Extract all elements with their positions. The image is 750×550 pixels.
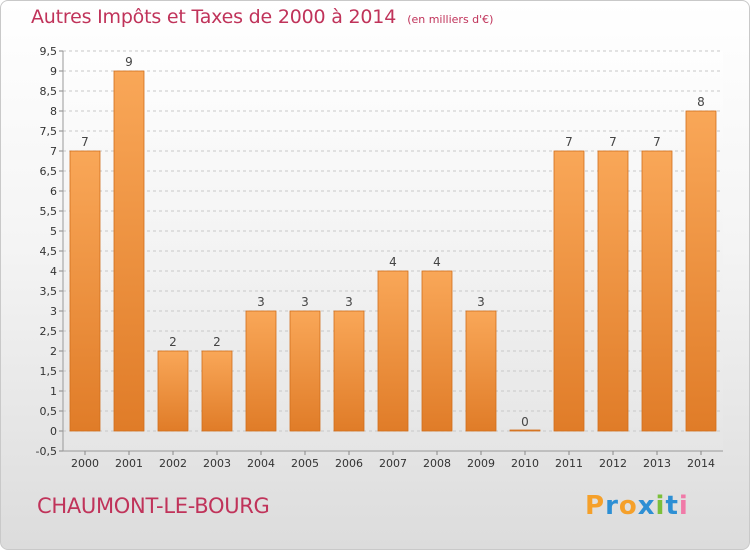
y-tick-label: 3,5	[40, 285, 58, 298]
x-tick-label-2013: 2013	[643, 457, 671, 470]
y-tick-label: 0	[50, 425, 57, 438]
bar-2003	[201, 350, 233, 432]
axes: -0,5 0 0,5 1 1,5 2 2,5 3 3,5 4 4,5 5 5,5 6 6,5 7 7,5 8 8,5…	[36, 45, 723, 470]
labels: 7 9 2 2 3 3 3 4 4 3 0 7 7 7 8	[81, 55, 705, 429]
data-label-2005: 3	[301, 295, 309, 309]
logo-letter: i	[655, 491, 666, 521]
y-tick-label: 8,5	[40, 85, 58, 98]
bar-2014	[685, 110, 717, 432]
bar-2007	[377, 270, 409, 432]
data-label-2003: 2	[213, 335, 221, 349]
data-label-2006: 3	[345, 295, 353, 309]
data-label-2004: 3	[257, 295, 265, 309]
bar-2005	[289, 310, 321, 432]
bar-2001	[113, 70, 145, 432]
title-unit: (en milliers d'€)	[407, 13, 494, 26]
bar-2013	[641, 150, 673, 432]
bars	[69, 70, 717, 432]
x-tick-label-2005: 2005	[291, 457, 319, 470]
y-tick-label: 5,5	[40, 205, 58, 218]
data-label-2008: 4	[433, 255, 441, 269]
x-tick-label-2007: 2007	[379, 457, 407, 470]
x-tick-label-2002: 2002	[159, 457, 187, 470]
y-tick-label: 7	[50, 145, 57, 158]
logo-letter: i	[678, 491, 689, 521]
x-tick-label-2006: 2006	[335, 457, 363, 470]
logo-letter: o	[618, 491, 638, 521]
x-tick-label-2008: 2008	[423, 457, 451, 470]
y-tick-label: 7,5	[40, 125, 58, 138]
y-tick-label: 1,5	[40, 365, 58, 378]
bar-2010	[509, 429, 541, 432]
x-tick-label-2009: 2009	[467, 457, 495, 470]
bar-2006	[333, 310, 365, 432]
x-tick-label-2003: 2003	[203, 457, 231, 470]
x-tick-label-2012: 2012	[599, 457, 627, 470]
logo-letter: t	[665, 491, 679, 521]
title-main: Autres Impôts et Taxes de 2000 à 2014	[31, 6, 397, 28]
y-tick-label: 3	[50, 305, 57, 318]
bar-2012	[597, 150, 629, 432]
bar-2011	[553, 150, 585, 432]
y-tick-label: -0,5	[36, 445, 57, 458]
bar-2004	[245, 310, 277, 432]
bar-2002	[157, 350, 189, 432]
x-tick-label-2004: 2004	[247, 457, 275, 470]
y-tick-label: 8	[50, 105, 57, 118]
data-label-2002: 2	[169, 335, 177, 349]
commune-name: CHAUMONT-LE-BOURG	[37, 494, 270, 518]
bar-2008	[421, 270, 453, 432]
y-tick-label: 6,5	[40, 165, 58, 178]
x-tick-label-2014: 2014	[687, 457, 715, 470]
bar-2009	[465, 310, 497, 432]
data-label-2009: 3	[477, 295, 485, 309]
data-label-2000: 7	[81, 135, 89, 149]
chart-title: Autres Impôts et Taxes de 2000 à 2014 (e…	[31, 6, 493, 28]
y-tick-label: 6	[50, 185, 57, 198]
data-label-2014: 8	[697, 95, 705, 109]
y-tick-label: 2	[50, 345, 57, 358]
y-tick-label: 4,5	[40, 245, 58, 258]
data-label-2010: 0	[521, 415, 529, 429]
logo-letter: x	[637, 491, 656, 521]
x-tick-label-2000: 2000	[71, 457, 99, 470]
x-tick-label-2011: 2011	[555, 457, 583, 470]
data-label-2013: 7	[653, 135, 661, 149]
y-tick-label: 1	[50, 385, 57, 398]
y-tick-label: 5	[50, 225, 57, 238]
logo-letter: r	[605, 491, 619, 521]
data-label-2012: 7	[609, 135, 617, 149]
bar-2000	[69, 150, 101, 432]
y-tick-label: 9	[50, 65, 57, 78]
x-tick-label-2010: 2010	[511, 457, 539, 470]
proxiti-logo: Proxiti	[585, 491, 689, 521]
y-tick-label: 9,5	[40, 45, 58, 58]
data-label-2007: 4	[389, 255, 397, 269]
x-tick-label-2001: 2001	[115, 457, 143, 470]
y-tick-label: 0,5	[40, 405, 58, 418]
logo-letter: P	[585, 491, 606, 521]
y-tick-label: 2,5	[40, 325, 58, 338]
data-label-2001: 9	[125, 55, 133, 69]
y-tick-label: 4	[50, 265, 57, 278]
data-label-2011: 7	[565, 135, 573, 149]
